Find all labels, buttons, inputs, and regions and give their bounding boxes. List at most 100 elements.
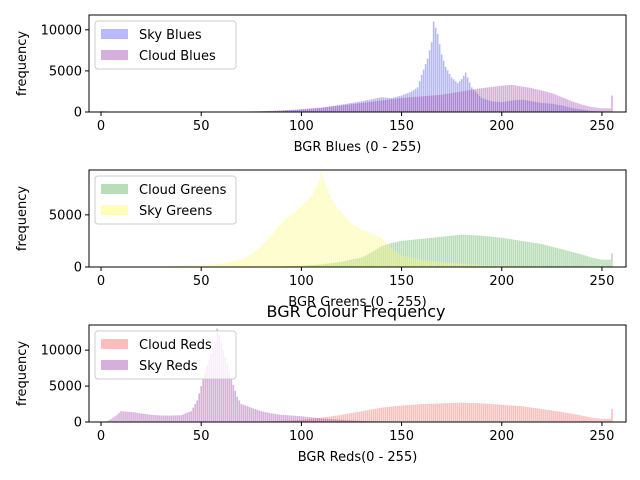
bar bbox=[268, 110, 271, 112]
bar bbox=[510, 405, 513, 422]
bar bbox=[408, 97, 411, 112]
bar bbox=[392, 99, 395, 112]
bar bbox=[446, 93, 449, 112]
bar bbox=[368, 253, 371, 267]
bar bbox=[328, 416, 331, 422]
bar bbox=[326, 188, 329, 267]
bar bbox=[402, 97, 405, 112]
bar bbox=[581, 109, 583, 112]
bar bbox=[310, 108, 313, 112]
bar bbox=[581, 104, 583, 112]
bar bbox=[508, 265, 511, 267]
bar bbox=[374, 249, 377, 267]
bar bbox=[412, 90, 415, 112]
bar bbox=[342, 414, 345, 422]
bar bbox=[324, 107, 327, 112]
bar bbox=[508, 239, 511, 267]
bar bbox=[474, 264, 477, 267]
bar bbox=[472, 235, 475, 267]
bar bbox=[527, 87, 529, 112]
y-tick-label: 0 bbox=[74, 261, 82, 276]
bar bbox=[420, 238, 423, 267]
bar bbox=[226, 364, 229, 422]
bar bbox=[575, 102, 577, 112]
bar bbox=[384, 241, 387, 267]
bar bbox=[390, 98, 393, 112]
bar bbox=[392, 406, 395, 422]
bar bbox=[533, 242, 535, 267]
x-tick-label: 150 bbox=[389, 429, 414, 444]
bar bbox=[452, 235, 455, 267]
bar bbox=[338, 104, 341, 112]
bar bbox=[362, 100, 365, 112]
x-tick-label: 100 bbox=[289, 274, 314, 289]
bar bbox=[472, 89, 475, 112]
bar bbox=[569, 251, 571, 267]
bar bbox=[400, 240, 403, 267]
bar bbox=[362, 230, 365, 267]
bar bbox=[484, 87, 487, 112]
bar bbox=[545, 91, 547, 112]
bar bbox=[378, 236, 381, 267]
bar bbox=[408, 92, 411, 112]
bar bbox=[498, 404, 501, 422]
bar bbox=[589, 417, 591, 422]
bar bbox=[494, 101, 497, 112]
bar bbox=[514, 85, 517, 112]
bar bbox=[434, 237, 437, 267]
bar bbox=[322, 264, 325, 267]
bar bbox=[306, 109, 309, 112]
bar bbox=[440, 261, 443, 267]
bar bbox=[396, 96, 399, 112]
bar bbox=[388, 97, 391, 112]
bar bbox=[424, 96, 427, 112]
bar bbox=[420, 96, 423, 112]
bar bbox=[282, 110, 285, 112]
bar bbox=[418, 96, 421, 112]
bar bbox=[404, 93, 407, 112]
bar bbox=[378, 407, 381, 422]
bar bbox=[330, 416, 333, 422]
bar bbox=[134, 412, 136, 422]
bar bbox=[502, 238, 505, 267]
bar bbox=[492, 404, 495, 422]
bar bbox=[597, 258, 599, 267]
bar bbox=[418, 259, 421, 267]
bar bbox=[368, 99, 371, 112]
bar bbox=[176, 415, 178, 422]
bar bbox=[569, 107, 571, 112]
bar bbox=[565, 106, 567, 112]
bar bbox=[240, 259, 243, 267]
bar bbox=[456, 402, 459, 422]
bar bbox=[569, 413, 571, 422]
bar bbox=[458, 263, 461, 267]
bar bbox=[172, 415, 174, 422]
bar bbox=[370, 101, 373, 112]
bar bbox=[148, 414, 150, 422]
bar bbox=[561, 411, 563, 422]
bar bbox=[531, 101, 533, 112]
bar bbox=[394, 97, 397, 112]
bar bbox=[575, 252, 577, 267]
bar bbox=[294, 415, 297, 422]
bar bbox=[336, 207, 339, 267]
y-tick-label: 0 bbox=[74, 416, 82, 431]
bar bbox=[406, 93, 409, 112]
bar bbox=[346, 260, 349, 267]
bar bbox=[236, 396, 239, 422]
bar bbox=[192, 407, 194, 422]
bar bbox=[340, 261, 343, 267]
bar bbox=[512, 85, 515, 112]
bar bbox=[312, 417, 315, 422]
bar bbox=[404, 97, 407, 112]
bar bbox=[280, 420, 283, 422]
bar bbox=[478, 403, 481, 422]
bar bbox=[242, 404, 245, 422]
bar bbox=[284, 415, 287, 422]
bar bbox=[414, 239, 417, 267]
bar bbox=[460, 234, 463, 267]
bar bbox=[360, 257, 363, 267]
bar bbox=[344, 104, 347, 112]
x-tick-label: 150 bbox=[389, 274, 414, 289]
bar bbox=[358, 420, 361, 422]
